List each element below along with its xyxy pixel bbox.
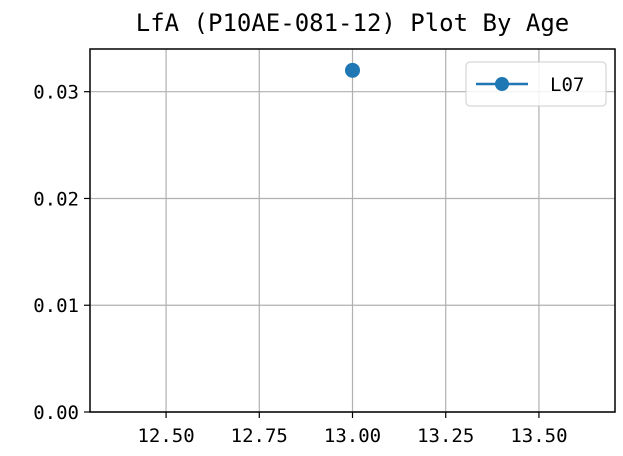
x-tick-label: 13.00 — [324, 425, 381, 447]
x-tick-label: 12.75 — [231, 425, 288, 447]
data-point — [345, 62, 360, 78]
plot-area — [345, 62, 360, 78]
axes: 12.50 12.75 13.00 13.25 13.50 0.00 0.01 0.02 0.0… — [33, 48, 616, 447]
x-tick-label: 12.50 — [137, 425, 194, 447]
y-tick-label: 0.03 — [33, 82, 79, 104]
legend: L07 — [465, 61, 607, 107]
legend-label: L07 — [550, 74, 584, 96]
y-tick-label: 0.01 — [33, 295, 79, 317]
legend-box — [465, 61, 607, 107]
chart-title: LfA (P10AE-081-12) Plot By Age — [136, 9, 569, 37]
x-tick-label: 13.50 — [510, 425, 567, 447]
x-tick-label: 13.25 — [417, 425, 474, 447]
y-tick-label: 0.00 — [33, 402, 79, 424]
legend-marker — [495, 77, 509, 91]
y-tick-label: 0.02 — [33, 188, 79, 210]
